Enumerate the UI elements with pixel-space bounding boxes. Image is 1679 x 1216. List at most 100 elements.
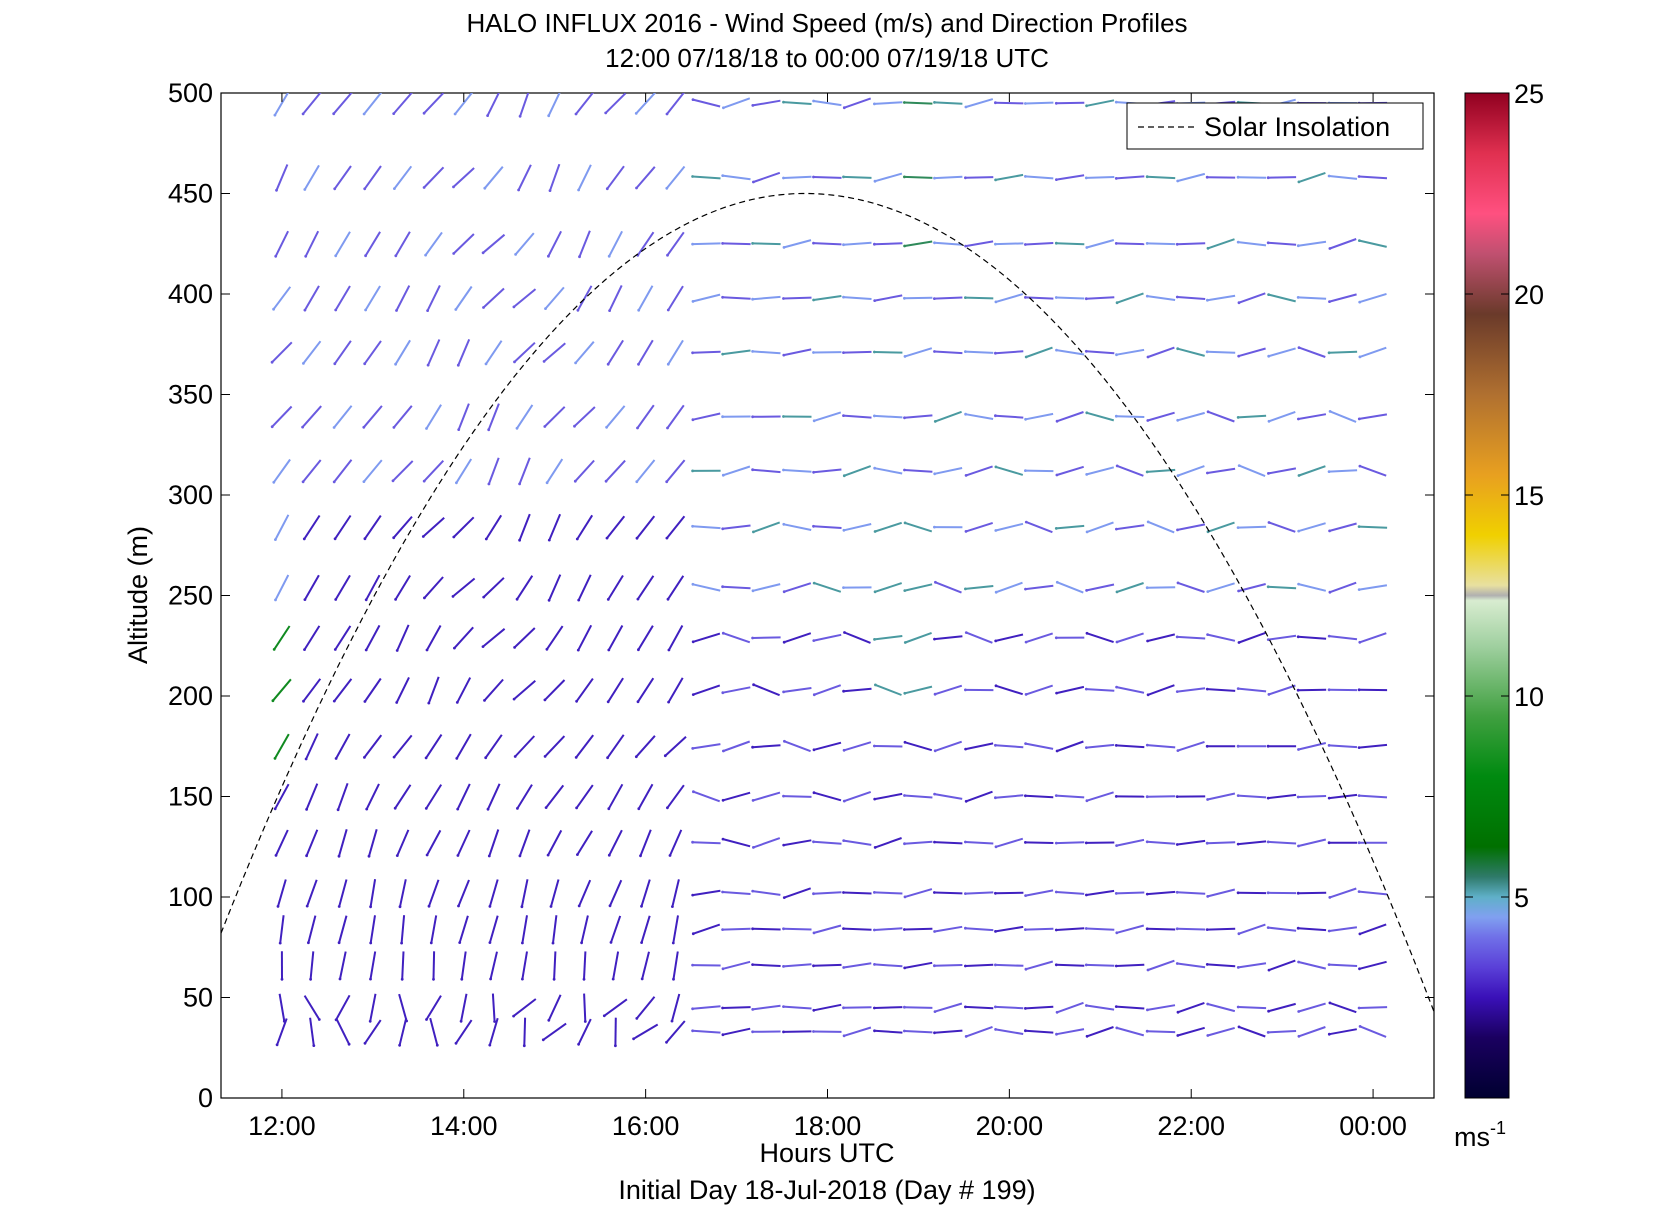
wind-barb: [306, 879, 318, 907]
wind-barb: [672, 915, 679, 944]
wind-barb-tail: [1328, 300, 1331, 303]
wind-barb-tail: [1357, 417, 1361, 421]
wind-barb: [965, 98, 994, 108]
wind-barb: [1207, 294, 1236, 302]
wind-barb: [752, 927, 781, 931]
wind-barb-tail: [425, 853, 429, 857]
wind-barb: [692, 632, 721, 643]
wind-barb-tail: [873, 179, 877, 183]
wind-barb: [935, 581, 962, 594]
wind-barb-tail: [842, 1006, 845, 1010]
wind-barb-tail: [782, 353, 786, 357]
wind-barb-tail: [1267, 419, 1271, 423]
wind-barb: [641, 951, 650, 980]
wind-barb-tail: [1297, 180, 1301, 184]
wind-barb-tail: [1328, 1001, 1332, 1005]
wind-barbs: [270, 93, 1388, 1048]
chart-subtitle: 12:00 07/18/18 to 00:00 07/19/18 UTC: [605, 43, 1049, 73]
wind-barb-tail: [812, 1008, 816, 1012]
wind-barb-tail: [1206, 1002, 1210, 1006]
wind-barb: [1238, 414, 1267, 419]
wind-barb: [334, 285, 351, 311]
wind-barb: [1359, 960, 1387, 970]
wind-barb: [692, 412, 721, 421]
wind-barb: [965, 465, 993, 477]
wind-barb: [1025, 1029, 1054, 1034]
wind-barb-tail: [400, 977, 404, 981]
wind-barb-tail: [751, 589, 755, 593]
wind-barb: [424, 231, 443, 256]
wind-barb-tail: [721, 415, 724, 419]
wind-barb-tail: [721, 527, 725, 531]
wind-barb-tail: [1115, 590, 1119, 594]
wind-barb-tail: [1327, 470, 1331, 473]
wind-barb-tail: [392, 536, 396, 540]
wind-barb: [1086, 791, 1114, 802]
colorbar-gradient: [1464, 92, 1510, 1099]
wind-barb: [457, 339, 471, 366]
y-tick-label: 300: [168, 480, 213, 510]
wind-barb: [514, 735, 536, 758]
wind-barb: [608, 284, 623, 312]
wind-barb-tail: [1327, 634, 1331, 638]
wind-barb: [304, 230, 320, 257]
wind-barb-tail: [964, 587, 967, 591]
wind-barb-tail: [691, 747, 695, 750]
wind-barb: [874, 1029, 903, 1034]
wind-barb: [457, 403, 470, 430]
wind-barb: [1086, 176, 1115, 179]
wind-barb-tail: [606, 700, 610, 704]
wind-barb: [363, 93, 383, 115]
wind-barb: [607, 574, 624, 600]
wind-barb-tail: [333, 648, 337, 651]
wind-barb: [426, 829, 442, 856]
wind-barb: [1056, 465, 1084, 476]
wind-barb-tail: [1055, 348, 1058, 352]
wind-barb: [453, 626, 474, 649]
wind-barb: [514, 232, 535, 256]
wind-barb-tail: [1236, 842, 1240, 846]
wind-barb-tail: [994, 743, 997, 747]
wind-barb: [1116, 686, 1145, 694]
wind-barb-tail: [459, 1019, 463, 1023]
wind-barb: [637, 625, 654, 651]
wind-barb: [576, 514, 594, 540]
wind-barb-tail: [424, 756, 428, 760]
wind-barb: [1116, 415, 1145, 418]
wind-barb: [843, 839, 872, 846]
wind-barb-tail: [1205, 744, 1209, 748]
wind-barb: [1207, 888, 1236, 898]
wind-barb: [1298, 171, 1326, 183]
wind-barb-tail: [1054, 296, 1058, 299]
wind-barb: [874, 414, 903, 419]
wind-barb: [1056, 963, 1085, 967]
wind-barb-tail: [637, 362, 640, 366]
wind-barb: [425, 734, 443, 759]
wind-barb-tail: [873, 350, 876, 354]
wind-barb: [279, 915, 285, 944]
wind-barb: [1116, 292, 1144, 304]
wind-barb: [665, 1020, 686, 1043]
wind-barb-tail: [541, 1038, 545, 1042]
wind-barb-tail: [274, 854, 278, 857]
wind-barb-tail: [873, 963, 876, 966]
wind-barb: [548, 574, 562, 601]
wind-barb-tail: [632, 1037, 635, 1041]
wind-barb-tail: [782, 415, 785, 418]
wind-barb: [456, 829, 471, 856]
wind-barb: [722, 1006, 751, 1009]
wind-barb-tail: [518, 482, 521, 486]
wind-barb: [1298, 1026, 1326, 1038]
wind-barb-tail: [1175, 635, 1179, 639]
wind-barb-tail: [842, 799, 846, 803]
wind-barb-tail: [1296, 926, 1300, 930]
wind-barb: [272, 678, 292, 702]
wind-barb: [1298, 522, 1326, 533]
wind-barb: [1116, 924, 1145, 934]
wind-barb: [1268, 347, 1296, 358]
wind-barb-tail: [542, 360, 546, 363]
wind-barb: [813, 468, 842, 474]
wind-barb: [995, 633, 1024, 642]
wind-barb: [692, 1005, 721, 1010]
wind-barb-tail: [1145, 795, 1149, 799]
